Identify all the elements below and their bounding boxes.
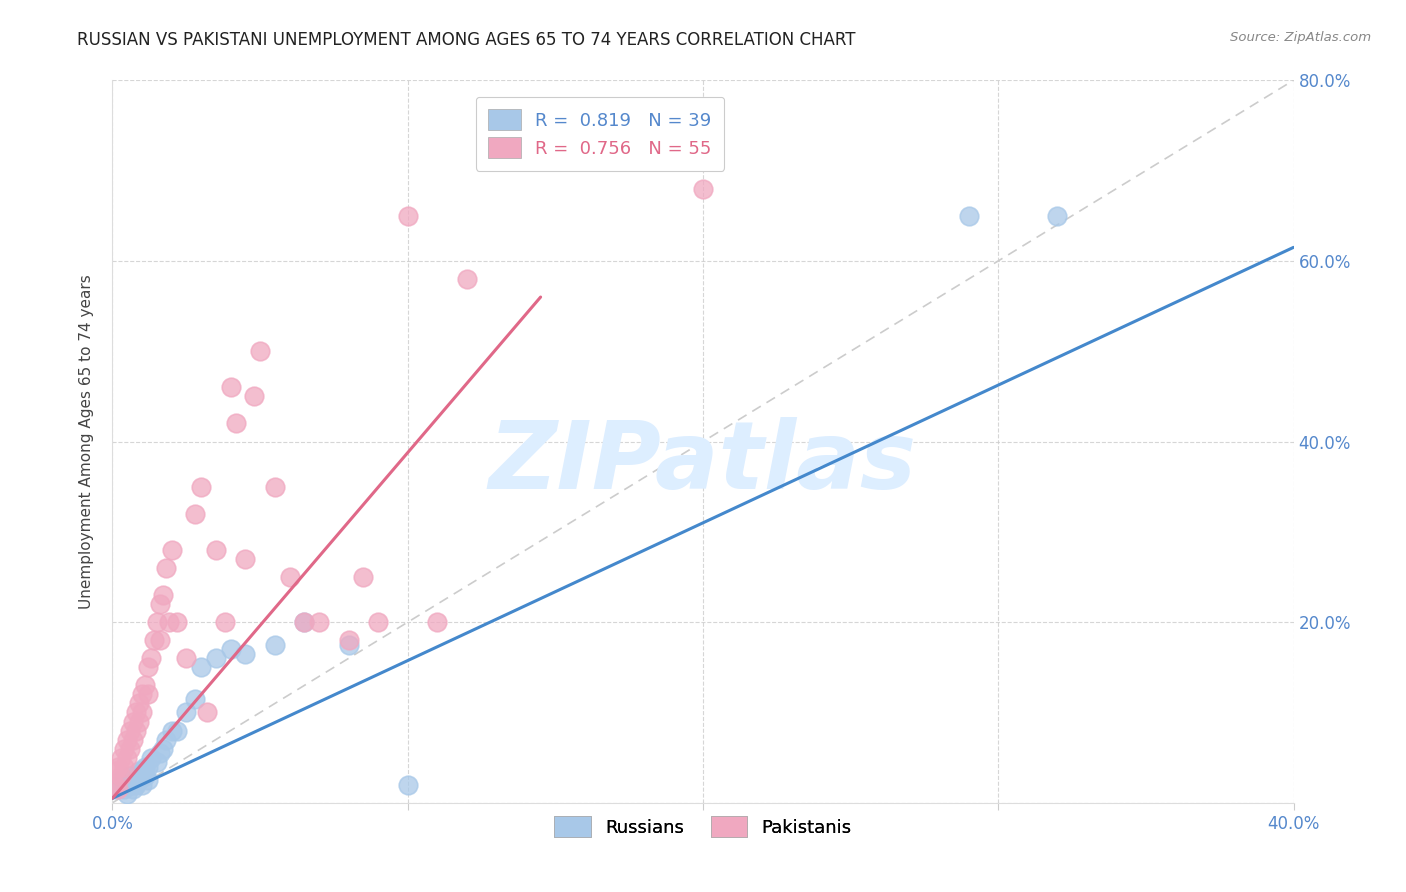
Point xyxy=(136,660,159,674)
Text: Source: ZipAtlas.com: Source: ZipAtlas.com xyxy=(1230,31,1371,45)
Point xyxy=(128,764,150,779)
Point xyxy=(128,773,150,788)
Point xyxy=(243,389,266,403)
Point xyxy=(337,638,360,652)
Point xyxy=(131,778,153,792)
Point xyxy=(131,706,153,720)
Point xyxy=(125,706,148,720)
Point xyxy=(219,380,242,394)
Point xyxy=(122,782,145,797)
Point xyxy=(112,760,135,774)
Point xyxy=(456,272,478,286)
Text: ZIPatlas: ZIPatlas xyxy=(489,417,917,509)
Point xyxy=(174,651,197,665)
Point xyxy=(136,773,159,788)
Point xyxy=(134,760,156,774)
Point xyxy=(174,706,197,720)
Point xyxy=(149,746,172,760)
Point xyxy=(426,615,449,630)
Point xyxy=(205,651,228,665)
Point xyxy=(142,633,165,648)
Point xyxy=(278,570,301,584)
Point xyxy=(149,597,172,611)
Point xyxy=(352,570,374,584)
Point xyxy=(249,344,271,359)
Point xyxy=(110,769,132,783)
Point xyxy=(233,552,256,566)
Point xyxy=(190,660,212,674)
Point xyxy=(146,755,169,769)
Point xyxy=(195,706,218,720)
Point xyxy=(122,714,145,729)
Point xyxy=(396,778,419,792)
Point xyxy=(112,782,135,797)
Point xyxy=(139,750,162,764)
Point xyxy=(225,417,247,431)
Point xyxy=(264,638,287,652)
Legend: Russians, Pakistanis: Russians, Pakistanis xyxy=(547,809,859,845)
Point xyxy=(117,732,138,747)
Point xyxy=(117,773,138,788)
Point xyxy=(1046,209,1069,223)
Point xyxy=(110,750,132,764)
Point xyxy=(120,769,142,783)
Point xyxy=(139,651,162,665)
Point xyxy=(692,182,714,196)
Point xyxy=(157,615,180,630)
Point xyxy=(125,723,148,738)
Point xyxy=(107,782,129,797)
Point xyxy=(205,542,228,557)
Point xyxy=(367,615,389,630)
Point xyxy=(120,741,142,756)
Point xyxy=(117,787,138,801)
Point xyxy=(308,615,330,630)
Point xyxy=(152,741,174,756)
Point xyxy=(166,723,188,738)
Point xyxy=(128,714,150,729)
Point xyxy=(128,697,150,711)
Point xyxy=(120,778,142,792)
Point xyxy=(131,687,153,701)
Point xyxy=(957,209,980,223)
Point xyxy=(184,507,207,521)
Point xyxy=(136,760,159,774)
Point xyxy=(125,778,148,792)
Point xyxy=(160,542,183,557)
Point xyxy=(104,764,127,779)
Point xyxy=(125,769,148,783)
Point xyxy=(292,615,315,630)
Text: RUSSIAN VS PAKISTANI UNEMPLOYMENT AMONG AGES 65 TO 74 YEARS CORRELATION CHART: RUSSIAN VS PAKISTANI UNEMPLOYMENT AMONG … xyxy=(77,31,856,49)
Point xyxy=(136,687,159,701)
Point xyxy=(134,769,156,783)
Point xyxy=(190,480,212,494)
Point xyxy=(264,480,287,494)
Point xyxy=(166,615,188,630)
Point xyxy=(134,678,156,692)
Point xyxy=(149,633,172,648)
Point xyxy=(104,782,127,797)
Point xyxy=(155,561,177,575)
Point xyxy=(107,760,129,774)
Point xyxy=(112,741,135,756)
Point xyxy=(214,615,236,630)
Point xyxy=(233,647,256,661)
Point xyxy=(131,764,153,779)
Point xyxy=(122,773,145,788)
Point xyxy=(110,773,132,788)
Point xyxy=(396,209,419,223)
Y-axis label: Unemployment Among Ages 65 to 74 years: Unemployment Among Ages 65 to 74 years xyxy=(79,274,94,609)
Point xyxy=(120,723,142,738)
Point xyxy=(152,588,174,602)
Point xyxy=(146,615,169,630)
Point xyxy=(160,723,183,738)
Point xyxy=(292,615,315,630)
Point xyxy=(107,778,129,792)
Point xyxy=(219,642,242,657)
Point xyxy=(117,750,138,764)
Point xyxy=(104,778,127,792)
Point xyxy=(184,692,207,706)
Point xyxy=(155,732,177,747)
Point xyxy=(337,633,360,648)
Point xyxy=(122,732,145,747)
